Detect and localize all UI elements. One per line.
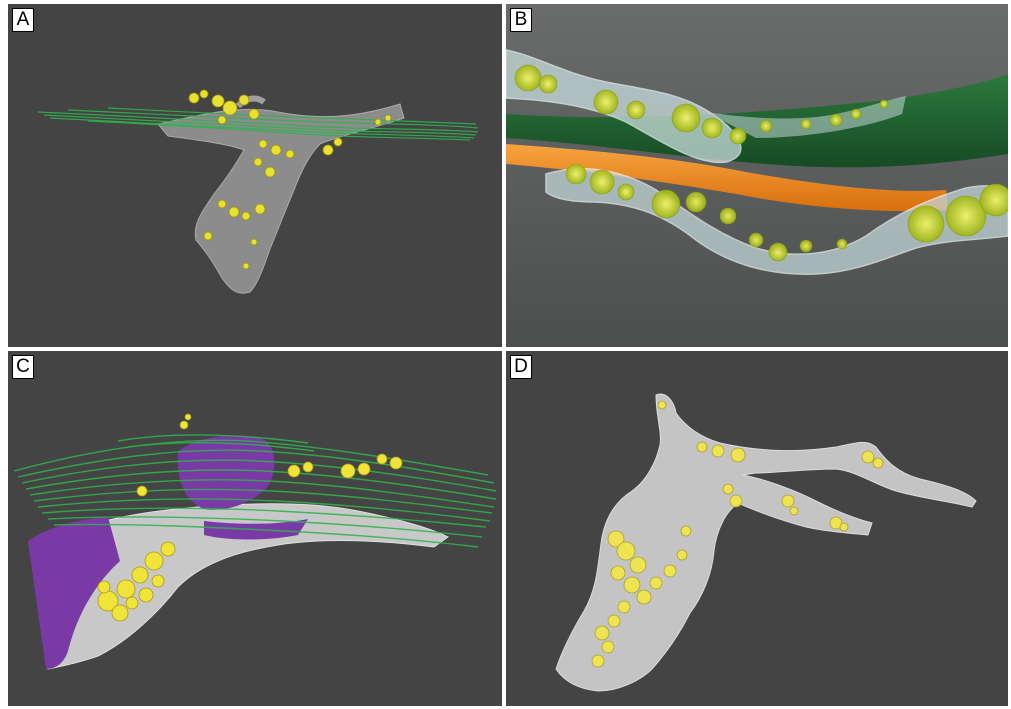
cell-cluster	[591, 400, 884, 668]
tissue-branch	[706, 96, 906, 138]
tissue-structure	[33, 503, 449, 670]
tissue-structure	[555, 393, 977, 692]
panel-label: D	[510, 355, 532, 379]
tissue-structure	[157, 103, 405, 294]
purple-region	[28, 517, 120, 669]
panel-label: C	[12, 355, 34, 379]
panel-d: D	[506, 351, 1008, 706]
cell-cluster	[97, 413, 403, 622]
axon	[506, 144, 948, 212]
panel-label: B	[510, 8, 532, 32]
panel-a: A	[8, 4, 502, 347]
cell-cluster	[514, 64, 1008, 262]
panel-c-render	[8, 351, 502, 706]
cell-cluster	[188, 89, 392, 270]
panel-b-render	[506, 4, 1008, 347]
tissue-branch	[235, 95, 266, 109]
panel-d-render	[506, 351, 1008, 706]
fiber-bundle	[37, 107, 479, 141]
panel-a-render	[8, 4, 502, 347]
panel-c: C	[8, 351, 502, 706]
fiber-bundle	[13, 434, 497, 548]
purple-region	[177, 435, 275, 510]
panel-b: B	[506, 4, 1008, 347]
panel-label: A	[12, 8, 34, 32]
